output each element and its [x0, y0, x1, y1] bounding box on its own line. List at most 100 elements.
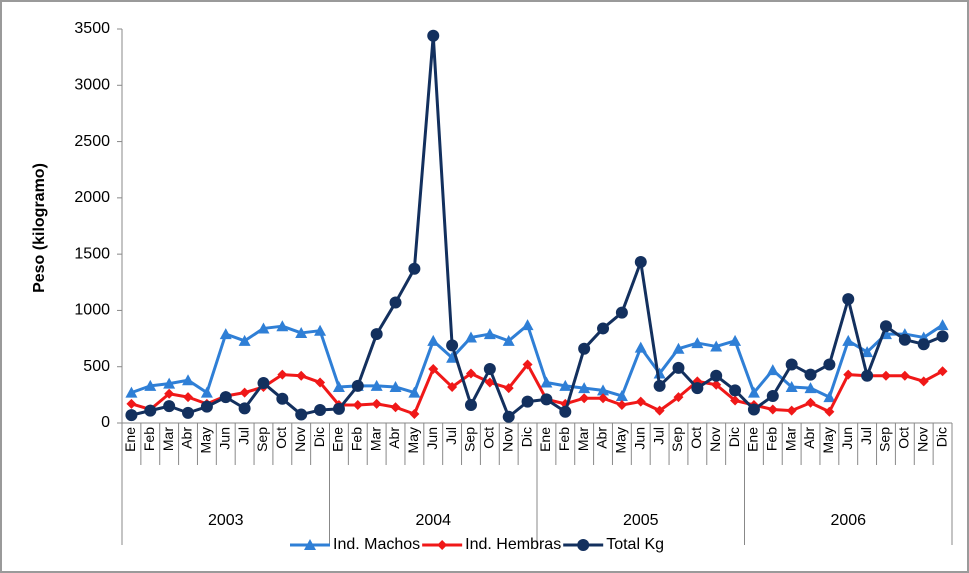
x-tick-label: May — [405, 427, 421, 453]
marker — [182, 374, 195, 386]
x-tick-label: Sep — [877, 427, 893, 452]
y-tick-label: 0 — [101, 414, 110, 431]
marker — [786, 405, 797, 416]
marker — [766, 389, 779, 402]
marker — [559, 405, 572, 418]
marker — [672, 361, 685, 374]
x-tick-label: Nov — [292, 427, 308, 452]
marker — [634, 341, 647, 353]
x-tick-label: Jul — [650, 427, 666, 445]
y-tick-label: 3000 — [74, 77, 110, 94]
marker — [522, 359, 533, 370]
marker — [332, 380, 345, 392]
marker — [276, 392, 289, 405]
marker — [653, 379, 666, 392]
x-tick-label: Ene — [330, 427, 346, 452]
x-tick-label: Dic — [933, 427, 949, 447]
marker — [238, 334, 251, 346]
marker — [239, 387, 250, 398]
marker — [804, 382, 817, 394]
x-tick-label: Ene — [745, 427, 761, 452]
marker — [200, 400, 213, 413]
marker — [785, 358, 798, 371]
marker — [370, 379, 383, 391]
x-tick-label: Oct — [688, 427, 704, 449]
marker — [277, 369, 288, 380]
marker — [447, 381, 458, 392]
y-tick-label: 3500 — [74, 20, 110, 37]
marker — [729, 334, 742, 346]
marker — [408, 262, 421, 275]
marker — [540, 393, 553, 406]
marker — [390, 402, 401, 413]
marker — [898, 333, 911, 346]
x-tick-label: Mar — [575, 427, 591, 451]
marker — [673, 392, 684, 403]
marker — [918, 376, 929, 387]
marker — [304, 539, 316, 550]
marker — [409, 408, 420, 419]
marker — [711, 379, 722, 390]
marker — [842, 293, 855, 306]
x-tick-label: Mar — [160, 427, 176, 451]
marker — [842, 334, 855, 346]
marker — [616, 399, 627, 410]
marker — [144, 404, 157, 417]
marker — [446, 351, 459, 363]
x-tick-label: Abr — [594, 427, 610, 449]
marker — [483, 328, 496, 340]
x-tick-label: Feb — [141, 427, 157, 451]
marker — [578, 382, 591, 394]
x-tick-label: Abr — [801, 427, 817, 449]
legend-label: Ind. Hembras — [465, 536, 561, 553]
marker — [389, 380, 402, 392]
marker — [163, 377, 176, 389]
marker — [125, 386, 138, 398]
marker — [879, 320, 892, 333]
x-tick-label: Sep — [669, 427, 685, 452]
x-tick-label: May — [613, 427, 629, 453]
marker — [219, 391, 232, 404]
x-tick-label: Nov — [914, 427, 930, 452]
y-tick-label: 1000 — [74, 302, 110, 319]
marker — [351, 379, 364, 392]
marker — [238, 402, 251, 415]
marker — [464, 331, 477, 343]
x-tick-label: Abr — [179, 427, 195, 449]
marker — [804, 368, 817, 381]
marker — [899, 370, 910, 381]
x-tick-label: Sep — [254, 427, 270, 452]
marker — [389, 296, 402, 309]
marker — [747, 403, 760, 416]
marker — [578, 342, 591, 355]
marker — [502, 410, 515, 423]
marker — [823, 391, 836, 403]
x-tick-label: May — [198, 427, 214, 453]
x-tick-label: Dic — [726, 427, 742, 447]
marker — [729, 384, 742, 397]
marker — [314, 404, 327, 417]
marker — [314, 324, 327, 336]
marker — [767, 404, 778, 415]
x-tick-label: Abr — [386, 427, 402, 449]
marker — [823, 358, 836, 371]
marker — [182, 406, 195, 419]
marker — [183, 392, 194, 403]
marker — [371, 398, 382, 409]
legend-label: Total Kg — [606, 536, 664, 553]
marker — [163, 400, 176, 413]
x-tick-label: Mar — [367, 427, 383, 451]
x-tick-label: Dic — [311, 427, 327, 447]
marker — [861, 369, 874, 382]
marker — [710, 369, 723, 382]
marker — [635, 396, 646, 407]
x-tick-label: Jun — [631, 427, 647, 450]
x-tick-label: Oct — [273, 427, 289, 449]
y-tick-label: 500 — [83, 358, 110, 375]
marker — [672, 342, 685, 354]
marker — [598, 393, 609, 404]
marker — [503, 383, 514, 394]
marker — [408, 386, 421, 398]
